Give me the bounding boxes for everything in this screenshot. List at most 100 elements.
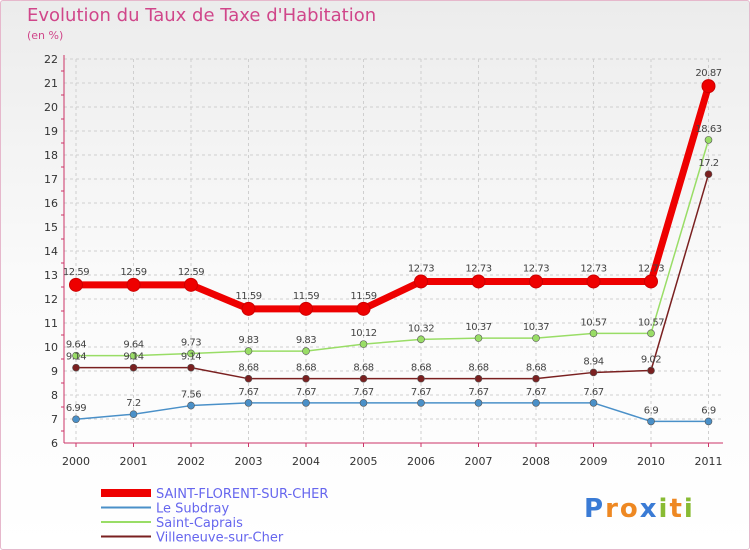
data-point [72,363,80,372]
legend-label: Saint-Caprais [156,516,243,531]
data-point [356,301,371,316]
data-point [129,410,138,419]
data-label: 20.87 [695,68,721,79]
data-point [126,277,141,292]
data-label: 11.59 [235,291,261,302]
data-point [299,301,313,316]
data-point [417,374,425,383]
x-tick-label: 2001 [120,455,148,468]
y-tick-label: 6 [51,437,58,450]
data-label-layer: 12.59 12.59 12.59 11.59 11.59 11.59 12.73 12.73… [63,68,722,416]
x-tick-label: 2006 [407,455,435,468]
data-label: 12.73 [408,263,434,274]
data-label: 10.37 [523,322,549,333]
data-point [302,399,310,407]
data-label: 7.67 [468,387,488,398]
data-point [647,366,655,375]
data-label: 7.56 [181,390,201,401]
logo-letter: o [620,494,640,524]
y-tick-label: 12 [44,293,58,306]
data-point [474,399,483,407]
logo-letter: P [584,494,605,524]
data-point [244,347,253,355]
data-point [129,363,138,372]
chart-title: Evolution du Taux de Taxe d'Habitation [27,5,377,26]
data-label: 7.67 [353,387,373,398]
data-label: 11.59 [350,291,376,302]
logo-letter: i [684,494,695,524]
logo-letter: i [659,494,670,524]
series-layer [69,79,716,426]
data-label: 7.67 [583,387,603,398]
axis-layer: 6 7 8 9 10 11 12 13 14 15 16 17 18 19 20 21 22 2000 2001 20… [44,53,723,468]
data-label: 8.68 [296,363,316,374]
data-label: 8.68 [238,363,258,374]
data-point [704,136,713,144]
y-tick-label: 16 [44,197,58,210]
data-label: 10.37 [465,322,491,333]
y-tick-label: 19 [44,125,58,138]
data-point [532,399,540,407]
data-point [414,274,428,289]
x-tick-label: 2007 [465,455,493,468]
data-label: 8.68 [353,363,373,374]
data-label: 8.94 [583,356,603,367]
data-label: 9.14 [181,352,201,363]
data-label: 9.14 [123,352,143,363]
y-tick-label: 21 [44,77,58,90]
x-tick-label: 2002 [177,455,205,468]
x-tick-label: 2000 [62,455,90,468]
data-point [69,277,83,292]
x-tick-label: 2005 [350,455,378,468]
chart-subtitle: (en %) [27,29,64,42]
data-label: 7.67 [296,387,316,398]
y-tick-label: 17 [44,173,58,186]
data-point [244,374,253,383]
data-point [532,374,540,383]
data-label: 12.73 [638,263,664,274]
data-point [704,170,713,178]
data-point [359,374,368,383]
logo-letter: x [640,494,659,524]
y-tick-label: 14 [44,245,58,258]
data-point [184,277,198,292]
data-label: 6.9 [701,405,716,416]
data-label: 7.2 [126,398,141,409]
data-point [704,417,713,426]
data-point [359,340,368,348]
data-label: 12.59 [178,267,204,278]
data-label: 12.59 [63,267,89,278]
x-tick-label: 2010 [637,455,665,468]
proxiti-logo: Proxiti [584,494,695,524]
data-label: 17.2 [698,158,718,169]
data-label: 12.73 [523,263,549,274]
data-point [129,351,138,360]
data-label: 12.59 [120,267,146,278]
data-label: 7.67 [526,387,546,398]
data-label: 9.83 [238,335,258,346]
y-tick-label: 18 [44,149,58,162]
data-point [644,274,658,289]
x-tick-label: 2003 [235,455,263,468]
y-tick-label: 22 [44,53,58,66]
data-label: 9.14 [66,352,86,363]
data-label: 10.32 [408,323,434,334]
data-point [647,329,655,338]
data-point [529,274,543,289]
data-point [72,351,80,360]
logo-letter: t [669,494,683,524]
y-tick-label: 10 [44,341,58,354]
data-label: 12.73 [580,263,606,274]
data-point [474,334,483,342]
legend-label: Le Subdray [156,502,229,517]
data-point [589,399,598,407]
data-point [241,301,256,316]
data-point [586,274,601,289]
data-label: 10.57 [638,317,664,328]
data-point [244,399,253,407]
data-label: 7.67 [411,387,431,398]
series-line-villeneuve-sur-cher [76,173,710,380]
